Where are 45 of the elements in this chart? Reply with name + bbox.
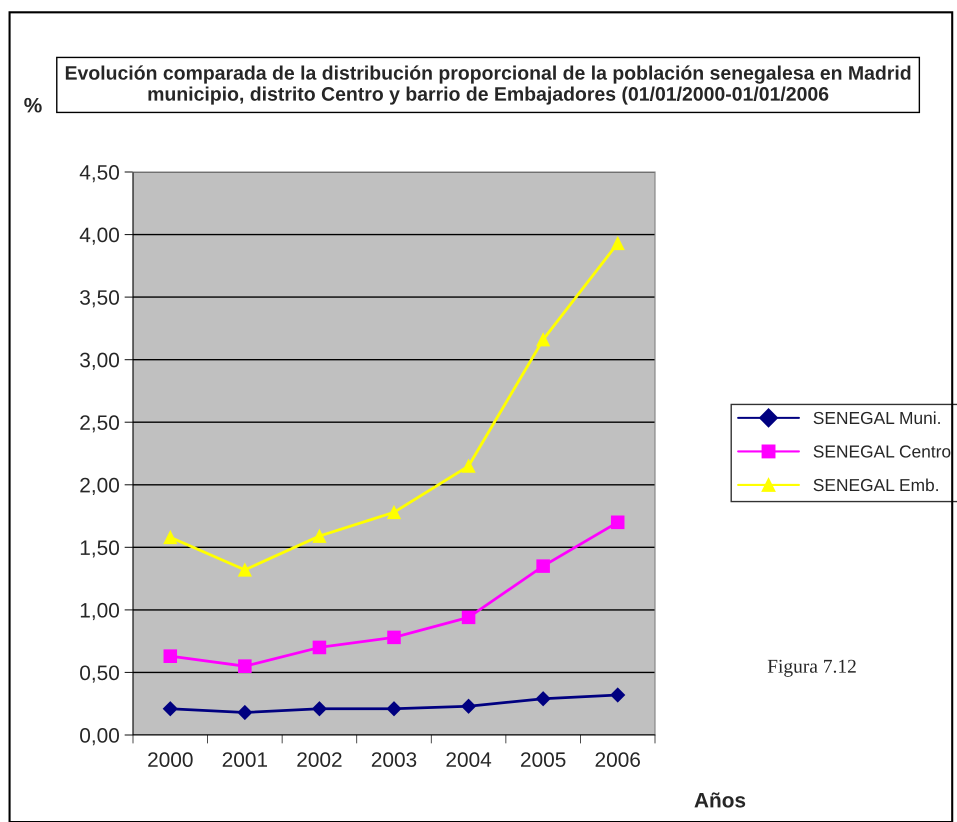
- point: [387, 630, 401, 644]
- y-tick-label: 4,00: [80, 228, 119, 245]
- x-tick-label: 2004: [446, 752, 492, 767]
- point: [462, 610, 476, 624]
- y-tick-label: 3,00: [80, 352, 119, 370]
- point: [162, 701, 178, 716]
- x-axis-title: Años: [694, 792, 746, 808]
- legend-label: SENEGAL Centro: [814, 445, 950, 458]
- y-tick-label: 3,50: [80, 290, 119, 308]
- x-tick-label: 2005: [521, 752, 566, 767]
- text: Figura 7.12: [768, 660, 856, 677]
- point: [312, 529, 326, 543]
- point: [536, 332, 550, 346]
- point: [164, 649, 178, 663]
- point: [610, 516, 624, 530]
- point: [238, 563, 252, 577]
- legend-label: SENEGAL Emb.: [814, 478, 938, 492]
- y-tick-label: 2,50: [80, 415, 119, 432]
- point: [536, 691, 551, 706]
- point: [610, 688, 626, 702]
- y-tick-label: 2,00: [80, 478, 119, 495]
- x-tick-label: 2003: [372, 752, 416, 767]
- y-tick-label: 0,50: [80, 665, 119, 683]
- x-tick-label: 2006: [596, 752, 640, 767]
- y-tick-label: 0,00: [80, 728, 119, 746]
- x-tick-label: 2002: [297, 752, 342, 767]
- x-tick-label: 2000: [148, 752, 193, 767]
- point: [386, 701, 402, 716]
- y-tick-label: 1,00: [80, 602, 119, 620]
- point: [387, 506, 401, 520]
- point: [312, 640, 326, 654]
- point: [536, 559, 550, 573]
- point: [164, 530, 178, 544]
- point: [462, 459, 476, 473]
- point: [238, 659, 252, 673]
- point: [237, 705, 252, 720]
- point: [610, 236, 624, 250]
- y-tick-label: 4,50: [80, 165, 119, 182]
- point: [312, 701, 327, 716]
- y-tick-label: 1,50: [80, 540, 119, 558]
- x-tick-label: 2001: [222, 752, 268, 767]
- legend-label: SENEGAL Muni.: [814, 411, 940, 424]
- point: [461, 698, 476, 714]
- chart-title: Evolución comparada de la distribución proporcional de la población senegalesa en Madrid municipio, distrito Centro y barrio de Embajadores (01/01/2000-01/01/2006: [66, 65, 910, 105]
- y-axis-title: %: [24, 98, 42, 113]
